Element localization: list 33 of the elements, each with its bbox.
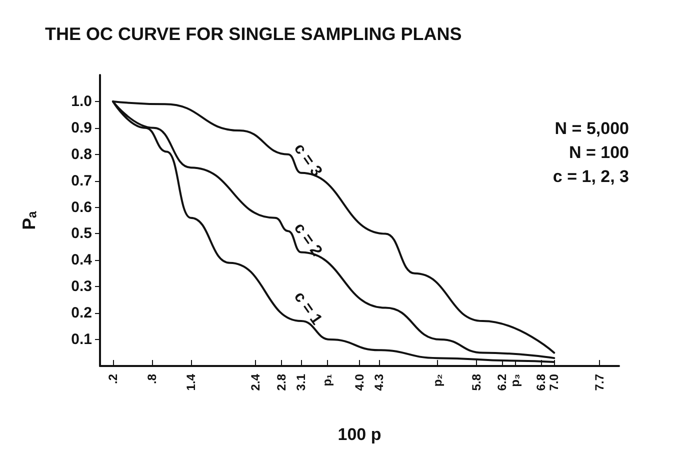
annotation: c = 1, 2, 3 [552,167,630,186]
x-tick-label: 6.8 [534,374,548,391]
y-tick-label: 0.8 [71,146,92,163]
annotation: N = 100 [568,143,629,162]
x-tick-label: 4.0 [352,374,366,391]
y-tick-label: 1.0 [71,92,92,110]
x-tick-label: 2.4 [248,374,263,391]
x-tick-label: 1.4 [184,374,198,391]
x-tick-label: p₂ [430,374,444,387]
x-tick-label: p₃ [508,374,522,387]
x-tick-label: 7.0 [547,374,562,391]
y-tick-label: 0.5 [71,225,92,242]
x-tick-label: 5.8 [469,374,484,391]
x-tick-label: p₁ [320,374,334,386]
x-tick-label: .8 [144,374,159,384]
y-axis-title: Pₐ [19,210,39,230]
x-tick-label: 7.7 [592,374,607,391]
chart-title: THE OC CURVE FOR SINGLE SAMPLING PLANS [45,24,462,44]
y-tick-label: 0.9 [71,119,92,136]
x-tick-label: 4.3 [372,374,386,391]
annotation: N = 5,000 [554,119,630,138]
y-tick-label: 0.6 [71,198,92,216]
x-tick-label: 2.8 [274,374,289,391]
y-tick-label: 0.1 [71,331,92,348]
x-tick-label: 3.1 [294,374,308,391]
y-tick-label: 0.4 [71,252,93,269]
text: c = 1 [290,288,326,328]
y-tick-label: 0.3 [71,278,92,296]
x-tick-label: 6.2 [495,374,510,391]
x-axis-title: 100 p [338,425,382,444]
x-tick-label: .2 [106,374,120,384]
y-tick-label: 0.2 [71,304,92,322]
y-tick-label: 0.7 [71,172,92,190]
